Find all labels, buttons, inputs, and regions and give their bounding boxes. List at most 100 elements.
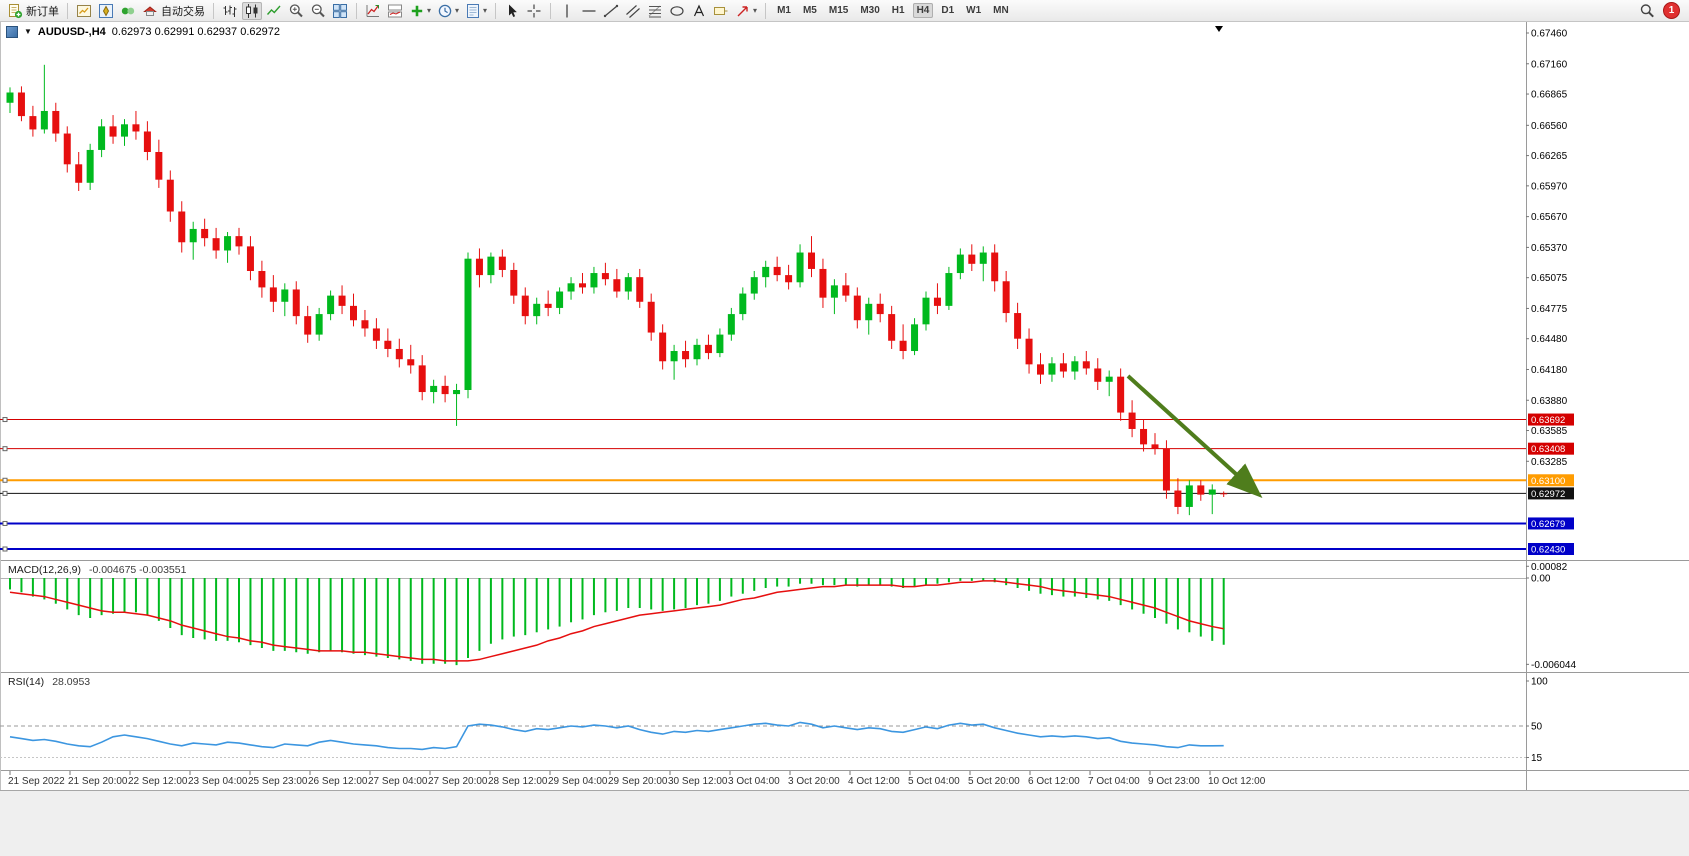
- level-handle[interactable]: [2, 417, 8, 423]
- price-tag-0.62972: [1528, 487, 1574, 500]
- rsi-line: [9, 721, 1224, 751]
- channel-button[interactable]: [623, 2, 643, 20]
- time-label: 27 Sep 04:00: [368, 776, 428, 787]
- time-label: 25 Sep 23:00: [248, 776, 308, 787]
- bar-chart-icon: [222, 3, 238, 19]
- timeframe-h1-button[interactable]: H1: [891, 5, 905, 16]
- level-handle[interactable]: [2, 546, 8, 552]
- market-watch-button[interactable]: [74, 2, 94, 20]
- toolbar-separator: [67, 2, 68, 19]
- rsi-scale-label: 50: [1531, 722, 1543, 733]
- level-handle[interactable]: [2, 520, 8, 526]
- add-indicator-icon: [409, 3, 425, 19]
- new-order-button[interactable]: 新订单: [5, 2, 61, 20]
- timeframe-m1-button[interactable]: M1: [777, 5, 791, 16]
- rsi-scale-label: 15: [1531, 753, 1543, 764]
- dropdown-caret-icon[interactable]: ▾: [427, 6, 432, 15]
- navigator-button[interactable]: [96, 2, 116, 20]
- chart-window[interactable]: 0.67460 0.67160 0.66865 0.66560 0.66265 0.659…: [0, 22, 1689, 856]
- candlestick-mode-button[interactable]: [242, 1, 262, 20]
- level-handle[interactable]: [2, 490, 8, 496]
- horizontal-line-button[interactable]: [579, 2, 599, 20]
- arrows-button[interactable]: ▾: [733, 2, 759, 20]
- terminal-button[interactable]: [118, 2, 138, 20]
- zoom-in-button[interactable]: [286, 2, 306, 20]
- price-scale-label: 0.66865: [1531, 90, 1568, 101]
- toolbar-separator: [356, 2, 357, 19]
- zoom-out-button[interactable]: [308, 2, 328, 20]
- price-tag-0.63408: [1528, 442, 1574, 455]
- price-scale-label: 0.64480: [1531, 334, 1568, 345]
- timeframe-h4-button[interactable]: H4: [912, 3, 934, 18]
- indicator-windows-button[interactable]: [385, 2, 405, 20]
- price-scale-label: 0.65970: [1531, 181, 1568, 192]
- text-button[interactable]: [689, 2, 709, 20]
- channel-icon: [625, 3, 641, 19]
- indicator-windows-icon: [387, 3, 403, 19]
- time-label: 5 Oct 20:00: [968, 776, 1020, 787]
- crosshair-button[interactable]: [524, 2, 544, 20]
- add-indicator-button[interactable]: ▾: [407, 2, 433, 20]
- one-click-trading-toggle[interactable]: ▼: [24, 27, 32, 36]
- trendline-button[interactable]: [601, 2, 621, 20]
- price-scale-label: 0.67460: [1531, 29, 1568, 40]
- time-label: 21 Sep 2022: [8, 776, 65, 787]
- line-chart-mode-button[interactable]: [264, 2, 284, 20]
- time-label: 4 Oct 12:00: [848, 776, 900, 787]
- vertical-line-button[interactable]: [557, 2, 577, 20]
- search-button[interactable]: [1637, 2, 1657, 20]
- dropdown-caret-icon[interactable]: ▾: [753, 6, 758, 15]
- new-order-icon: [7, 3, 23, 19]
- navigator-icon: [98, 3, 114, 19]
- auto-trading-button[interactable]: 自动交易: [140, 2, 207, 20]
- indicators-button[interactable]: [363, 2, 383, 20]
- price-scale-label: 0.64775: [1531, 304, 1568, 315]
- time-label: 7 Oct 04:00: [1088, 776, 1140, 787]
- chart-title: ▼ AUDUSD-,H4 0.62973 0.62991 0.62937 0.6…: [6, 26, 280, 38]
- timeframe-mn-button[interactable]: MN: [993, 5, 1009, 16]
- timeframe-w1-button[interactable]: W1: [966, 5, 982, 16]
- rsi-scale-label: 100: [1531, 677, 1548, 688]
- price-tag-0.63100: [1528, 474, 1574, 487]
- fibonacci-button[interactable]: [645, 2, 665, 20]
- svg-text:0.63100: 0.63100: [1531, 476, 1565, 487]
- ellipse-button[interactable]: [667, 2, 687, 20]
- macd-scale-label: 0.00: [1531, 574, 1551, 585]
- level-handle[interactable]: [2, 446, 8, 452]
- toolbar-separator: [550, 2, 552, 19]
- price-tag-0.63692: [1528, 413, 1574, 426]
- macd-signal-line: [9, 580, 1224, 662]
- timeframe-m30-button[interactable]: M30: [860, 5, 880, 16]
- cursor-button[interactable]: [502, 2, 522, 20]
- notification-badge[interactable]: 1: [1663, 2, 1680, 19]
- bar-chart-mode-button[interactable]: [220, 2, 240, 20]
- time-label: 10 Oct 12:00: [1208, 776, 1266, 787]
- crosshair-icon: [526, 3, 542, 19]
- auto-trading-button-label: 自动交易: [161, 5, 205, 18]
- templates-button[interactable]: ▾: [463, 2, 489, 20]
- tile-windows-icon: [332, 3, 348, 19]
- chart-shift-marker[interactable]: [1215, 26, 1223, 32]
- time-label: 9 Oct 23:00: [1148, 776, 1200, 787]
- price-scale-label: 0.63585: [1531, 426, 1568, 437]
- svg-text:0.62972: 0.62972: [1531, 489, 1565, 500]
- ohlc-values: 0.62973 0.62991 0.62937 0.62972: [111, 26, 280, 38]
- dropdown-caret-icon[interactable]: ▾: [455, 6, 460, 15]
- dropdown-caret-icon[interactable]: ▾: [483, 6, 488, 15]
- level-handle[interactable]: [2, 477, 8, 483]
- search-icon: [1639, 3, 1655, 19]
- tile-windows-button[interactable]: [330, 2, 350, 20]
- price-tag-0.62430: [1528, 543, 1574, 556]
- arrows-icon: [735, 3, 751, 19]
- hline-icon: [581, 3, 597, 19]
- symbol-period-label: AUDUSD-,H4: [37, 26, 106, 38]
- bottom-strip: [0, 790, 1689, 856]
- time-label: 6 Oct 12:00: [1028, 776, 1080, 787]
- trend-arrow[interactable]: [1126, 374, 1263, 499]
- timeframe-m5-button[interactable]: M5: [802, 5, 817, 16]
- periods-button[interactable]: ▾: [435, 2, 461, 20]
- chart-canvas[interactable]: 0.67460 0.67160 0.66865 0.66560 0.66265 0.659…: [0, 22, 1689, 856]
- timeframe-d1-button[interactable]: D1: [941, 5, 955, 16]
- timeframe-m15-button[interactable]: M15: [828, 5, 849, 16]
- label-button[interactable]: [711, 2, 731, 20]
